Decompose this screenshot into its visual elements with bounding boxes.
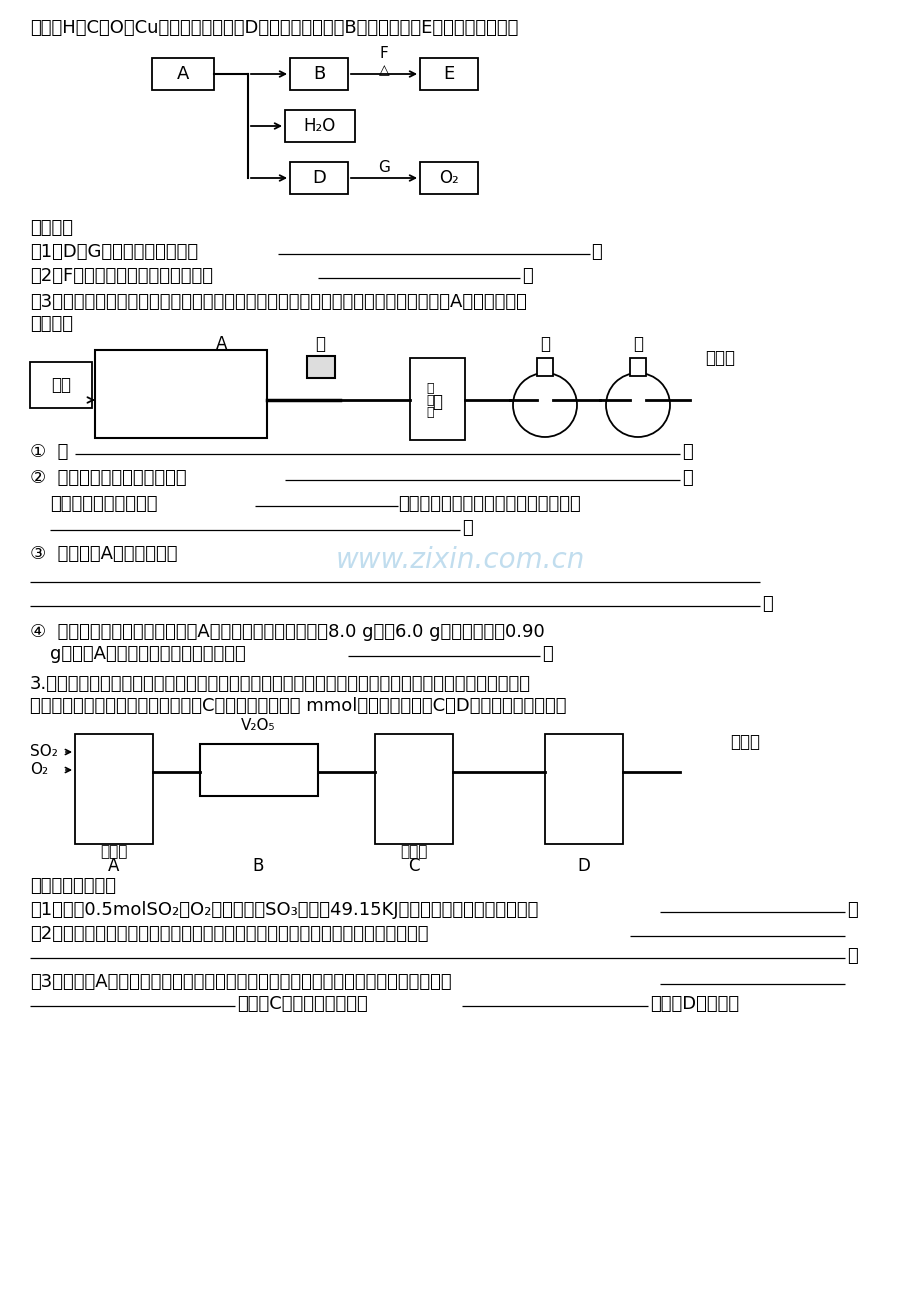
Text: 丁: 丁: [632, 335, 642, 353]
Text: A: A: [108, 857, 119, 875]
Text: 。: 。: [846, 947, 857, 965]
Text: （3）某课外小组同学设计了下列实验装置，通过测定某些装置中试剂的质量变化，探究A中各元素的质: （3）某课外小组同学设计了下列实验装置，通过测定某些装置中试剂的质量变化，探究A…: [30, 293, 527, 311]
Text: ③  如何判断A已完全分解？: ③ 如何判断A已完全分解？: [30, 546, 177, 562]
Text: 硫: 硫: [425, 393, 433, 406]
Bar: [307, 355, 335, 378]
Text: 甲: 甲: [314, 335, 324, 353]
Bar: [420, 161, 478, 194]
Text: D: D: [312, 169, 325, 187]
Text: ；: ；: [461, 519, 472, 536]
Text: 丙装置中药品的名称为: 丙装置中药品的名称为: [50, 495, 157, 513]
Bar: [537, 358, 552, 376]
Text: SO₂: SO₂: [30, 745, 58, 759]
Text: ；: ；: [521, 267, 532, 285]
Bar: [289, 161, 347, 194]
Text: ；: ；: [681, 469, 692, 487]
Text: E: E: [443, 65, 454, 83]
Text: 乙: 乙: [432, 393, 441, 411]
Text: H₂O: H₂O: [303, 117, 335, 135]
Text: 碱石灰: 碱石灰: [704, 349, 734, 367]
Text: （1）D跟G反应的化学方程式为: （1）D跟G反应的化学方程式为: [30, 243, 198, 260]
Text: 浓硫酸: 浓硫酸: [400, 845, 427, 859]
Text: 请回答下列问题：: 请回答下列问题：: [30, 878, 116, 894]
Bar: [289, 59, 347, 90]
Text: 量关系。: 量关系。: [30, 315, 73, 333]
Text: 空气: 空气: [51, 376, 71, 395]
Bar: [630, 358, 645, 376]
Text: ，实验时，该药品未见明显变化，证明: ，实验时，该药品未见明显变化，证明: [398, 495, 580, 513]
Bar: [30, 362, 92, 408]
Text: D: D: [577, 857, 590, 875]
Text: g。写出A的化学式（表示为碱式盐）：: g。写出A的化学式（表示为碱式盐）：: [50, 644, 245, 663]
Bar: [410, 358, 464, 440]
Bar: [75, 734, 153, 844]
Text: 体，含H、C、O、Cu四种元素。常温下D为无色无味气体，B为黑色粉末，E能发生银镜反应。: 体，含H、C、O、Cu四种元素。常温下D为无色无味气体，B为黑色粉末，E能发生银…: [30, 20, 517, 36]
Bar: [544, 734, 622, 844]
Text: G: G: [378, 160, 390, 176]
Text: O₂: O₂: [438, 169, 459, 187]
Text: 浓硫酸: 浓硫酸: [100, 845, 128, 859]
Text: C: C: [408, 857, 419, 875]
Bar: [199, 743, 318, 796]
Bar: [285, 109, 355, 142]
Text: ；装置C中浓硫酸的作用为: ；装置C中浓硫酸的作用为: [237, 995, 368, 1013]
Text: 浓: 浓: [425, 381, 433, 395]
Text: 酸: 酸: [425, 405, 433, 418]
Text: F: F: [380, 47, 388, 61]
Text: 。: 。: [541, 644, 552, 663]
Text: △: △: [379, 62, 389, 77]
Text: B: B: [252, 857, 264, 875]
Bar: [375, 734, 452, 844]
Text: ；装置D中盛放的: ；装置D中盛放的: [650, 995, 738, 1013]
Text: A: A: [216, 335, 227, 353]
Text: ②  向装置中鼓入空气的目的是: ② 向装置中鼓入空气的目的是: [30, 469, 187, 487]
Text: （2）F中一定含有的官能团的名称为: （2）F中一定含有的官能团的名称为: [30, 267, 213, 285]
Text: ①  为: ① 为: [30, 443, 68, 461]
Text: 。: 。: [761, 595, 772, 613]
Text: A: A: [176, 65, 189, 83]
Text: （1）已知0.5molSO₂被O₂氧化成气态SO₃，放出49.15KJ热量，反应的热化学方程式为: （1）已知0.5molSO₂被O₂氧化成气态SO₃，放出49.15KJ热量，反应…: [30, 901, 538, 919]
Text: ；: ；: [681, 443, 692, 461]
Text: B: B: [312, 65, 324, 83]
Text: 碱石灰: 碱石灰: [729, 733, 759, 751]
Bar: [152, 59, 214, 90]
Text: V₂O₅: V₂O₅: [241, 719, 275, 733]
Text: O₂: O₂: [30, 763, 48, 777]
Text: ；: ；: [590, 243, 601, 260]
Text: （2）检查完装置的气密性且加入药品后，开始进行实验，此时首先应时行的操作是: （2）检查完装置的气密性且加入药品后，开始进行实验，此时首先应时行的操作是: [30, 924, 428, 943]
Text: 丙: 丙: [539, 335, 550, 353]
Bar: [420, 59, 478, 90]
Text: ④  更精确的测定得出如下数据：A受热后完全分解，固体由8.0 g变为6.0 g，装置乙增重0.90: ④ 更精确的测定得出如下数据：A受热后完全分解，固体由8.0 g变为6.0 g，…: [30, 622, 544, 641]
Text: 。: 。: [846, 901, 857, 919]
Bar: [95, 350, 267, 437]
Text: www.zixin.com.cn: www.zixin.com.cn: [335, 546, 584, 574]
Text: 请回答：: 请回答：: [30, 219, 73, 237]
Text: 3.某活动小组用下图所示装置及所给药品（图中夹持仪器已略去）探究工业制硫酸接触室中的反应，并测: 3.某活动小组用下图所示装置及所给药品（图中夹持仪器已略去）探究工业制硫酸接触室…: [30, 674, 530, 693]
Text: 定此条件下二氧化硫的转化率。已知C中的浓硫酸含溶质 mmol，假设气体进入C和D时分别被完全吸收。: 定此条件下二氧化硫的转化率。已知C中的浓硫酸含溶质 mmol，假设气体进入C和D…: [30, 697, 566, 715]
Text: （3）实验时A中的氧气导管冒出的气泡与二氧化硫导管冒出的气泡速率相近，其目的是: （3）实验时A中的氧气导管冒出的气泡与二氧化硫导管冒出的气泡速率相近，其目的是: [30, 973, 451, 991]
